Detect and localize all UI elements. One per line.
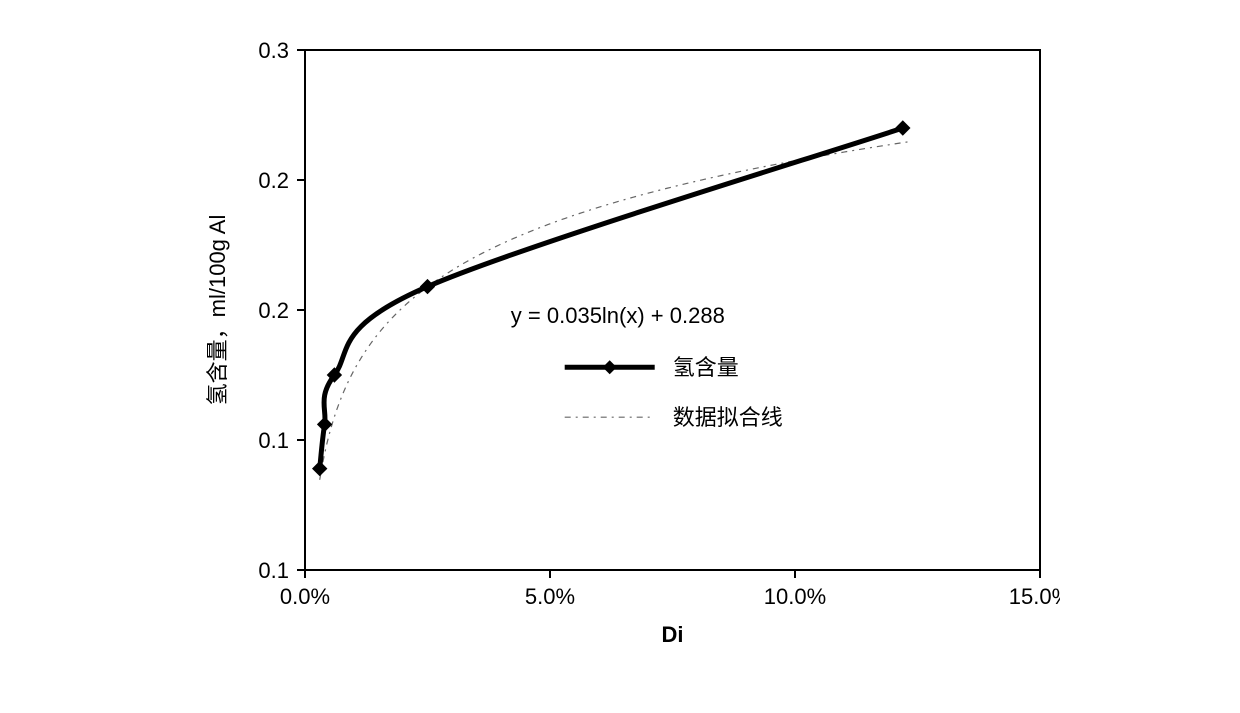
svg-text:y = 0.035ln(x) + 0.288: y = 0.035ln(x) + 0.288 [511,303,725,328]
svg-text:0.2: 0.2 [258,298,289,323]
svg-text:氢含量，ml/100g Al: 氢含量，ml/100g Al [205,215,230,406]
svg-text:数据拟合线: 数据拟合线 [673,405,783,430]
svg-text:0.0%: 0.0% [280,584,330,609]
chart-container: 0.1 0.1 0.2 0.2 0.3 0.0% 5.0% 10.0% 15.0% 氢含量，ml/… [180,30,1060,680]
chart-svg: 0.1 0.1 0.2 0.2 0.3 0.0% 5.0% 10.0% 15.0% 氢含量，ml/… [180,30,1060,680]
svg-text:0.1: 0.1 [258,428,289,453]
svg-text:5.0%: 5.0% [525,584,575,609]
svg-text:15.0%: 15.0% [1009,584,1060,609]
svg-text:0.1: 0.1 [258,558,289,583]
svg-text:氢含量: 氢含量 [673,355,739,380]
svg-text:10.0%: 10.0% [764,584,826,609]
svg-text:0.2: 0.2 [258,168,289,193]
svg-text:0.3: 0.3 [258,38,289,63]
svg-text:Di: Di [662,622,684,647]
